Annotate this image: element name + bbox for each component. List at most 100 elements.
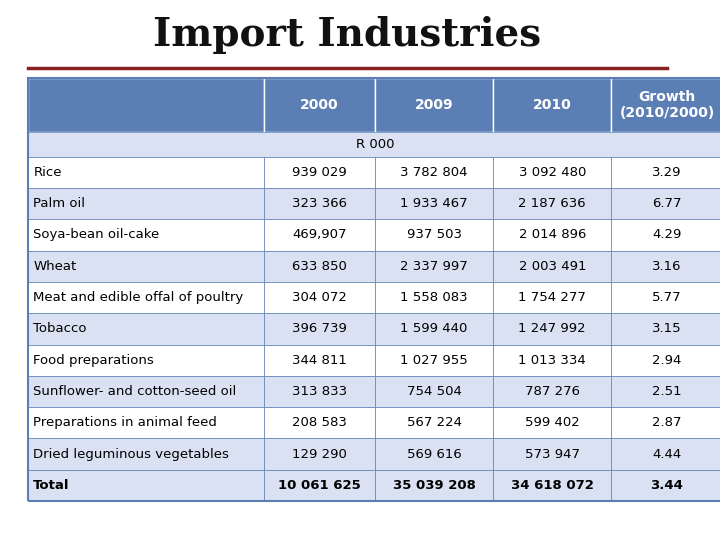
Bar [375,251,493,282]
Bar [28,438,264,470]
Text: Soya-bean oil-cake: Soya-bean oil-cake [33,228,160,241]
Text: 469,907: 469,907 [292,228,347,241]
Text: 4.29: 4.29 [652,228,682,241]
Bar [264,188,375,219]
Bar [28,78,264,132]
Text: 2 003 491: 2 003 491 [518,260,586,273]
Bar [28,470,264,501]
Text: 10 061 625: 10 061 625 [278,479,361,492]
Text: Dried leguminous vegetables: Dried leguminous vegetables [33,448,229,461]
Bar [611,345,720,376]
Bar [493,470,611,501]
Bar [493,251,611,282]
Text: 567 224: 567 224 [407,416,462,429]
Bar [264,282,375,313]
Bar [264,345,375,376]
Text: 2009: 2009 [415,98,454,112]
Bar [264,313,375,345]
Text: 313 833: 313 833 [292,385,347,398]
Text: Wheat: Wheat [33,260,76,273]
Text: Total: Total [33,479,70,492]
Text: 208 583: 208 583 [292,416,347,429]
Text: 2.87: 2.87 [652,416,682,429]
Text: 1 933 467: 1 933 467 [400,197,468,210]
Text: 3.29: 3.29 [652,166,682,179]
Bar [611,78,720,132]
Bar [28,376,264,407]
Text: 633 850: 633 850 [292,260,347,273]
Bar [611,407,720,438]
Bar [611,438,720,470]
Bar [375,282,493,313]
Bar [375,438,493,470]
Bar [611,188,720,219]
Bar [611,376,720,407]
Text: R 000: R 000 [356,138,395,151]
Text: 3.44: 3.44 [650,479,683,492]
Bar [493,438,611,470]
Bar [375,345,493,376]
Text: 2 337 997: 2 337 997 [400,260,468,273]
Bar [264,157,375,188]
Text: 6.77: 6.77 [652,197,682,210]
Bar [264,407,375,438]
Bar [493,376,611,407]
Bar [28,78,720,501]
Text: 3 092 480: 3 092 480 [518,166,586,179]
Bar [611,219,720,251]
Bar [493,407,611,438]
Text: Rice: Rice [33,166,62,179]
Text: 787 276: 787 276 [525,385,580,398]
Bar [375,376,493,407]
Bar [28,157,264,188]
Bar [493,157,611,188]
Bar [28,219,264,251]
Bar [28,407,264,438]
Text: 129 290: 129 290 [292,448,347,461]
Text: 2 014 896: 2 014 896 [518,228,586,241]
Bar [493,78,611,132]
Bar [264,219,375,251]
Bar [264,78,375,132]
Bar [375,219,493,251]
Text: 939 029: 939 029 [292,166,347,179]
Bar [28,313,264,345]
Text: 1 599 440: 1 599 440 [400,322,468,335]
Text: 2.51: 2.51 [652,385,682,398]
Text: Preparations in animal feed: Preparations in animal feed [33,416,217,429]
Text: Sunflower- and cotton-seed oil: Sunflower- and cotton-seed oil [33,385,237,398]
Text: 2 187 636: 2 187 636 [518,197,586,210]
Bar [264,251,375,282]
Bar [28,282,264,313]
Bar [611,251,720,282]
Text: 1 558 083: 1 558 083 [400,291,468,304]
Bar [375,407,493,438]
Text: Food preparations: Food preparations [33,354,154,367]
Text: 304 072: 304 072 [292,291,347,304]
Text: 3.16: 3.16 [652,260,682,273]
Text: 1 247 992: 1 247 992 [518,322,586,335]
Bar [493,188,611,219]
Text: 1 754 277: 1 754 277 [518,291,586,304]
Text: Palm oil: Palm oil [33,197,86,210]
Bar [493,282,611,313]
Bar [264,438,375,470]
Bar [611,470,720,501]
Text: 323 366: 323 366 [292,197,347,210]
Bar [375,78,493,132]
Text: 599 402: 599 402 [525,416,580,429]
Bar [493,313,611,345]
Text: 2010: 2010 [533,98,572,112]
Text: Tobacco: Tobacco [33,322,87,335]
Bar [264,470,375,501]
Text: 344 811: 344 811 [292,354,347,367]
Text: 754 504: 754 504 [407,385,462,398]
Text: 2.94: 2.94 [652,354,682,367]
Text: 4.44: 4.44 [652,448,682,461]
Text: 35 039 208: 35 039 208 [392,479,476,492]
Text: 569 616: 569 616 [407,448,462,461]
Text: 2000: 2000 [300,98,339,112]
Bar [611,157,720,188]
Text: 937 503: 937 503 [407,228,462,241]
Text: Growth
(2010/2000): Growth (2010/2000) [619,90,714,120]
